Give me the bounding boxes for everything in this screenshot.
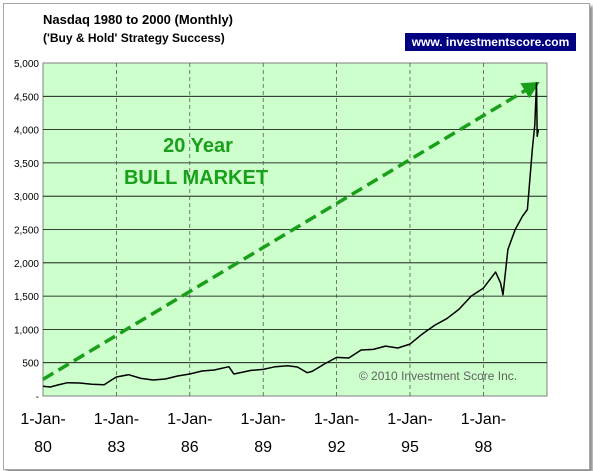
y-tick-label: 3,500 (14, 159, 39, 170)
y-tick-label: 500 (22, 359, 39, 370)
x-tick-label: 80 (34, 439, 52, 456)
y-tick-label: 3,000 (14, 192, 39, 203)
y-axis-labels: - 500 1,000 1,500 2,000 2,500 3,000 3,500 4,000 4… (14, 59, 39, 403)
x-tick-label: 1-Jan- (20, 411, 65, 428)
chart-subtitle: ('Buy & Hold' Strategy Success) (43, 31, 225, 45)
y-tick-label: 2,000 (14, 259, 39, 270)
annotation-line-2: BULL MARKET (124, 167, 268, 189)
x-tick-label: 95 (401, 439, 419, 456)
y-tick-label: - (36, 392, 39, 403)
x-tick-label: 1-Jan- (241, 411, 286, 428)
x-tick-label: 1-Jan- (387, 411, 432, 428)
x-tick-label: 83 (107, 439, 125, 456)
y-tick-label: 4,500 (14, 92, 39, 103)
nasdaq-series-line (42, 82, 540, 388)
y-tick-label: 1,000 (14, 325, 39, 336)
x-tick-label: 86 (181, 439, 199, 456)
website-badge: www. investmentscore.com (405, 33, 576, 51)
copyright-text: © 2010 Investment Score Inc. (359, 369, 517, 383)
x-tick-label: 89 (254, 439, 272, 456)
x-tick-label: 1-Jan- (167, 411, 212, 428)
y-tick-label: 4,000 (14, 126, 39, 137)
annotation-line-1: 20 Year (163, 135, 233, 157)
x-tick-label: 92 (328, 439, 346, 456)
x-tick-label: 98 (474, 439, 492, 456)
x-tick-label: 1-Jan- (461, 411, 506, 428)
x-tick-label: 1-Jan- (94, 411, 139, 428)
y-tick-label: 2,500 (14, 226, 39, 237)
x-tick-label: 1-Jan- (314, 411, 359, 428)
y-tick-label: 1,500 (14, 292, 39, 303)
chart-title: Nasdaq 1980 to 2000 (Monthly) (43, 12, 233, 27)
x-axis-labels: 1-Jan- 80 1-Jan- 83 1-Jan- 86 1-Jan- 89 1-Jan- 92… (20, 411, 506, 456)
trend-arrow (42, 81, 540, 381)
y-tick-label: 5,000 (14, 59, 39, 70)
